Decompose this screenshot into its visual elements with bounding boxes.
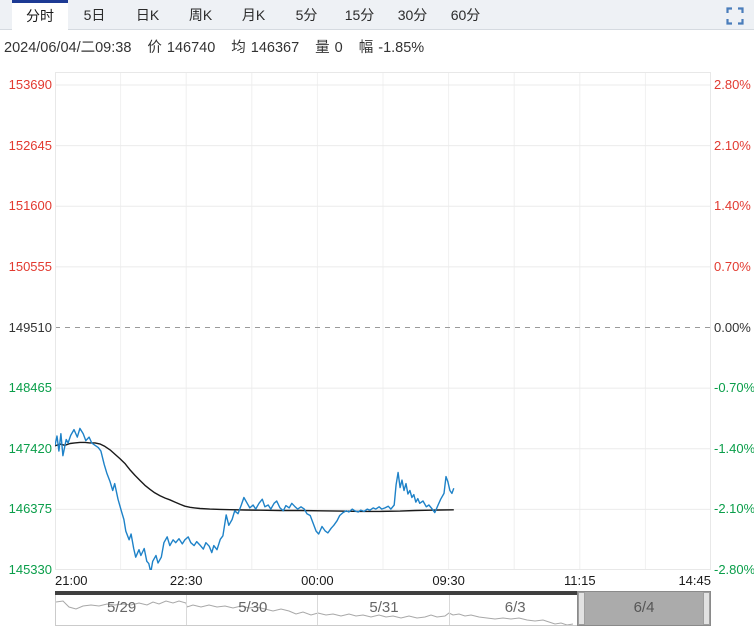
navigator-day-label[interactable]: 5/31 — [369, 599, 399, 616]
navigator-day-label[interactable]: 5/29 — [106, 599, 137, 616]
navigator-selected-range[interactable]: 6/4 — [577, 591, 711, 626]
quote-change: 幅 -1.85% — [359, 36, 424, 57]
tab-monthly-k[interactable]: 月K — [241, 7, 266, 23]
y-axis-price-label: 145330 — [8, 562, 52, 577]
y-axis-pct-label: 2.80% — [714, 77, 751, 92]
tab-5min[interactable]: 5分 — [295, 7, 318, 23]
navigator-day-label[interactable]: 6/3 — [504, 599, 526, 616]
x-axis-label: 00:00 — [301, 573, 334, 588]
y-axis-price-label: 150555 — [8, 258, 52, 274]
y-axis-price-label: 151600 — [8, 198, 52, 214]
quote-price: 价 146740 — [147, 36, 215, 57]
x-axis-label: 14:45 — [678, 573, 711, 588]
tab-daily-k[interactable]: 日K — [135, 7, 160, 23]
tab-bar: 分时 5日 日K 周K 月K 5分 15分 30分 60分 — [0, 0, 754, 31]
y-axis-price-label: 146375 — [8, 501, 52, 517]
volume-label: 量 — [315, 39, 330, 56]
tab-time-share[interactable]: 分时 — [12, 0, 68, 31]
x-axis-label: 11:15 — [564, 573, 596, 588]
tab-15min[interactable]: 15分 — [344, 7, 375, 23]
y-axis-pct-label: 1.40% — [714, 198, 751, 214]
navigator-day-separator — [317, 592, 319, 625]
x-axis-label: 22:30 — [169, 573, 203, 588]
avg-value: 146367 — [250, 39, 300, 56]
change-value: -1.85% — [378, 39, 425, 56]
fullscreen-button[interactable] — [726, 7, 744, 25]
price-label: 价 — [147, 39, 162, 56]
x-axis-label: 09:30 — [432, 573, 465, 588]
tab-weekly-k[interactable]: 周K — [188, 7, 213, 23]
y-axis-pct-label: 2.10% — [714, 137, 751, 153]
navigator-day-label[interactable]: 5/30 — [238, 599, 268, 616]
navigator-day-separator — [186, 592, 188, 625]
tab-60min[interactable]: 60分 — [450, 7, 481, 23]
range-handle-right[interactable] — [703, 592, 710, 625]
tab-30min[interactable]: 30分 — [397, 7, 428, 23]
tab-5day[interactable]: 5日 — [83, 7, 106, 23]
y-axis-pct-label: -2.10% — [714, 501, 754, 517]
y-axis-price-label: 148465 — [8, 380, 52, 396]
y-axis-price-label: 149510 — [8, 319, 52, 335]
y-axis-pct-label: 0.70% — [714, 258, 751, 274]
quote-datetime: 2024/06/04/二09:38 — [4, 39, 132, 56]
change-label: 幅 — [358, 39, 374, 56]
y-axis-pct-label: -1.40% — [714, 440, 754, 456]
navigator-day-separator — [448, 592, 450, 625]
y-axis-pct-label: -0.70% — [714, 380, 754, 396]
navigator-track-bar — [55, 591, 577, 595]
tab-bar-lead-space — [0, 0, 12, 29]
navigator-selected-day-label: 6/4 — [633, 599, 655, 616]
price-value: 146740 — [166, 39, 216, 56]
y-axis-pct-label: 0.00% — [714, 319, 751, 335]
volume-value: 0 — [334, 39, 343, 56]
range-handle-left[interactable] — [578, 592, 585, 625]
y-axis-price-label: 153690 — [8, 77, 52, 92]
quote-average: 均 146367 — [231, 36, 299, 57]
y-axis-pct-label: -2.80% — [714, 562, 754, 577]
x-axis-label: 21:00 — [55, 573, 88, 588]
y-axis-price-label: 152645 — [8, 137, 52, 153]
fullscreen-icon — [726, 7, 744, 25]
chart-plot-area[interactable] — [55, 72, 711, 570]
y-axis-price-label: 147420 — [8, 440, 52, 456]
avg-label: 均 — [231, 39, 246, 56]
